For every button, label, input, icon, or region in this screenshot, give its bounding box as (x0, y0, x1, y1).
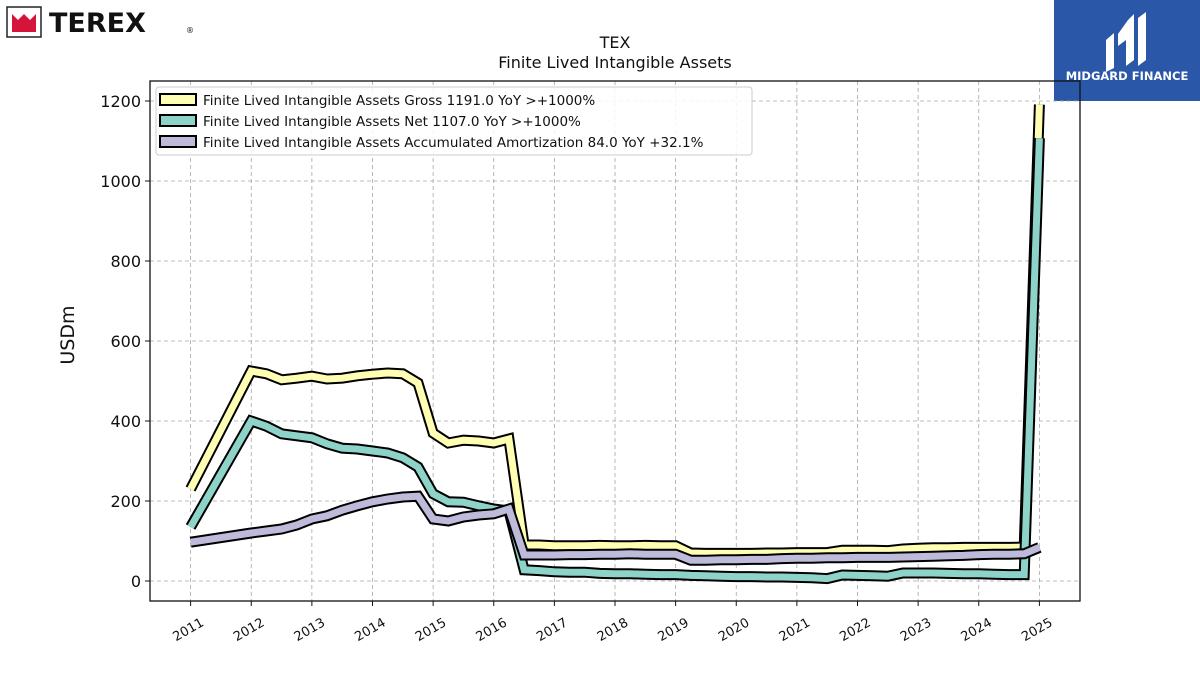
x-tick-label: 2012 (231, 615, 267, 645)
legend: Finite Lived Intangible Assets Gross 119… (155, 86, 753, 156)
series-line-fill (187, 104, 1043, 557)
y-tick-label: 1200 (100, 92, 141, 111)
crown-icon (12, 14, 36, 32)
legend-entry: Finite Lived Intangible Assets Gross 119… (203, 93, 595, 109)
y-tick-label: 1000 (100, 172, 141, 191)
x-tick-label: 2020 (716, 615, 752, 645)
x-tick-label: 2019 (655, 615, 691, 645)
x-tick-label: 2022 (837, 615, 873, 645)
series-line-1 (185, 138, 1045, 585)
series-line-fill (190, 492, 1041, 564)
midgard-finance-logo: MIDGARD FINANCE (1054, 0, 1200, 101)
chart-subtitle: Finite Lived Intangible Assets (498, 53, 731, 72)
legend-entry: Finite Lived Intangible Assets Accumulat… (203, 135, 704, 151)
x-axis: 2011 2012 2013 2014 2015 2016 2017 2018 2019 2020… (170, 601, 1055, 645)
x-tick-label: 2017 (534, 615, 570, 645)
x-tick-label: 2025 (1019, 615, 1055, 645)
legend-entry: Finite Lived Intangible Assets Net 1107.… (203, 114, 581, 130)
series-line-2 (189, 490, 1042, 566)
y-tick-label: 200 (110, 492, 141, 511)
x-tick-label: 2018 (595, 615, 631, 645)
x-tick-label: 2021 (777, 615, 813, 645)
y-tick-label: 0 (131, 572, 141, 591)
series-layer (185, 104, 1045, 585)
terex-logo-text: TEREX (49, 8, 146, 39)
y-tick-label: 800 (110, 252, 141, 271)
y-tick-label: 600 (110, 332, 141, 351)
midgard-logo-text: MIDGARD FINANCE (1066, 69, 1189, 83)
y-tick-label: 400 (110, 412, 141, 431)
legend-swatch (159, 135, 197, 148)
series-line-fill (187, 138, 1043, 583)
x-tick-label: 2016 (474, 615, 510, 645)
legend-swatch (159, 114, 197, 127)
terex-logo: TEREX ® (6, 5, 206, 39)
y-axis-label: USDm (57, 305, 79, 364)
x-tick-label: 2014 (352, 615, 388, 645)
registered-mark: ® (186, 26, 194, 35)
series-line-0 (185, 104, 1045, 559)
midgard-emblem-icon (1106, 12, 1146, 72)
legend-box (155, 86, 753, 156)
legend-swatch (159, 93, 197, 106)
y-axis: 0 200 400 600 800 1000 1200 (100, 92, 150, 591)
chart-title: TEX (599, 33, 631, 52)
x-tick-label: 2013 (292, 615, 328, 645)
x-tick-label: 2015 (413, 615, 449, 645)
x-tick-label: 2024 (959, 615, 995, 645)
x-tick-label: 2023 (898, 615, 934, 645)
x-tick-label: 2011 (170, 615, 206, 645)
